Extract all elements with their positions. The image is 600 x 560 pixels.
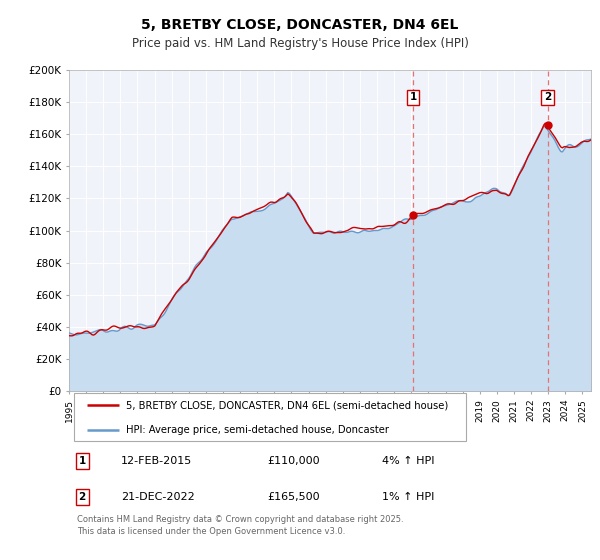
Text: Contains HM Land Registry data © Crown copyright and database right 2025.
This d: Contains HM Land Registry data © Crown c… xyxy=(77,516,403,536)
Text: Price paid vs. HM Land Registry's House Price Index (HPI): Price paid vs. HM Land Registry's House … xyxy=(131,37,469,50)
Text: 1: 1 xyxy=(79,456,86,465)
Text: 5, BRETBY CLOSE, DONCASTER, DN4 6EL: 5, BRETBY CLOSE, DONCASTER, DN4 6EL xyxy=(142,18,458,32)
Text: 1% ↑ HPI: 1% ↑ HPI xyxy=(382,492,434,502)
Text: 21-DEC-2022: 21-DEC-2022 xyxy=(121,492,195,502)
Text: £110,000: £110,000 xyxy=(268,456,320,465)
Text: 1: 1 xyxy=(410,92,417,102)
Text: £165,500: £165,500 xyxy=(268,492,320,502)
Text: 2: 2 xyxy=(544,92,551,102)
Text: 4% ↑ HPI: 4% ↑ HPI xyxy=(382,456,434,465)
Text: 12-FEB-2015: 12-FEB-2015 xyxy=(121,456,193,465)
Text: HPI: Average price, semi-detached house, Doncaster: HPI: Average price, semi-detached house,… xyxy=(127,424,389,435)
Text: 5, BRETBY CLOSE, DONCASTER, DN4 6EL (semi-detached house): 5, BRETBY CLOSE, DONCASTER, DN4 6EL (sem… xyxy=(127,400,449,410)
Text: 2: 2 xyxy=(79,492,86,502)
